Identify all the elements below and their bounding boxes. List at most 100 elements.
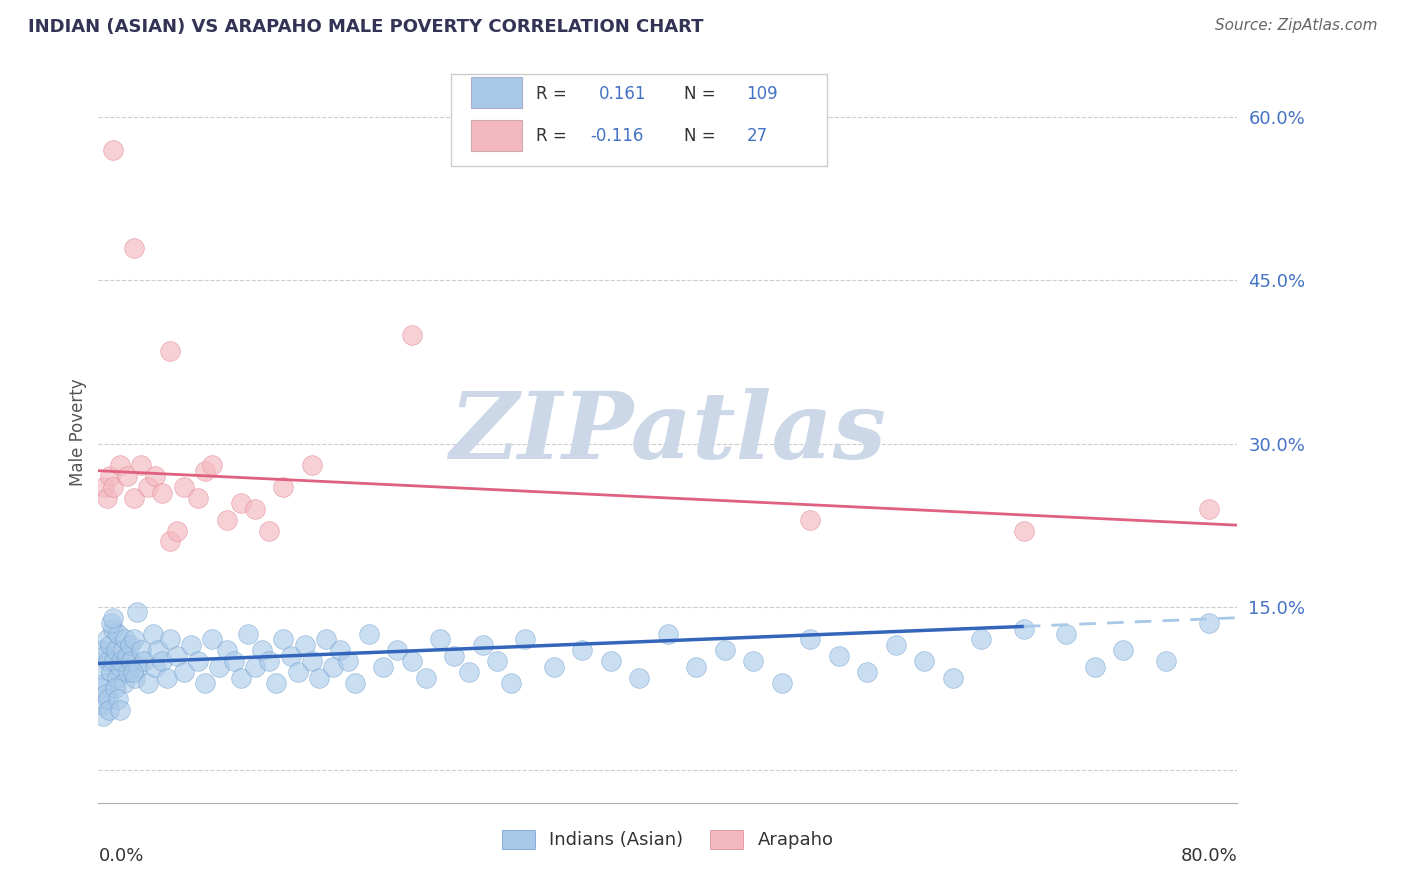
- Point: [103, 611, 125, 625]
- Point: [486, 654, 509, 668]
- Point: [1198, 616, 1220, 631]
- Point: [152, 654, 174, 668]
- Point: [600, 654, 623, 668]
- Point: [121, 665, 143, 680]
- Point: [100, 665, 122, 680]
- Point: [159, 632, 181, 647]
- Point: [97, 692, 120, 706]
- Point: [259, 524, 281, 538]
- Text: -0.116: -0.116: [591, 128, 644, 145]
- Point: [96, 687, 118, 701]
- Point: [259, 654, 281, 668]
- Point: [93, 480, 115, 494]
- Point: [114, 632, 136, 647]
- Point: [1112, 643, 1135, 657]
- Point: [97, 654, 120, 668]
- Point: [115, 648, 138, 663]
- Point: [1154, 654, 1177, 668]
- Point: [112, 676, 135, 690]
- Point: [856, 665, 879, 680]
- Point: [336, 654, 359, 668]
- Point: [443, 648, 465, 663]
- Point: [166, 648, 188, 663]
- Point: [515, 632, 537, 647]
- Point: [129, 643, 152, 657]
- Point: [571, 643, 593, 657]
- Point: [104, 681, 127, 696]
- Point: [117, 665, 139, 680]
- Point: [108, 458, 131, 473]
- Point: [912, 654, 935, 668]
- Point: [322, 659, 344, 673]
- Point: [101, 480, 124, 494]
- Point: [471, 638, 494, 652]
- Point: [215, 513, 238, 527]
- Point: [156, 671, 179, 685]
- Point: [628, 671, 651, 685]
- Point: [166, 524, 188, 538]
- Point: [100, 616, 122, 631]
- Point: [107, 627, 129, 641]
- Point: [115, 469, 138, 483]
- Point: [124, 671, 146, 685]
- FancyBboxPatch shape: [471, 120, 522, 151]
- Point: [208, 659, 231, 673]
- Point: [250, 643, 273, 657]
- Legend: Indians (Asian), Arapaho: Indians (Asian), Arapaho: [495, 823, 841, 856]
- Point: [357, 627, 380, 641]
- Point: [799, 632, 821, 647]
- Point: [657, 627, 679, 641]
- Point: [108, 659, 131, 673]
- Text: Source: ZipAtlas.com: Source: ZipAtlas.com: [1215, 18, 1378, 33]
- Point: [91, 698, 114, 712]
- Point: [129, 458, 152, 473]
- Point: [132, 654, 155, 668]
- Point: [884, 638, 907, 652]
- Point: [415, 671, 437, 685]
- Point: [148, 643, 170, 657]
- Point: [1198, 501, 1220, 516]
- Point: [90, 681, 112, 696]
- Point: [243, 659, 266, 673]
- Point: [942, 671, 965, 685]
- Point: [110, 654, 132, 668]
- Point: [387, 643, 409, 657]
- Point: [194, 464, 217, 478]
- Point: [799, 513, 821, 527]
- Point: [770, 676, 793, 690]
- Point: [685, 659, 707, 673]
- Point: [152, 485, 174, 500]
- Point: [141, 627, 163, 641]
- Point: [101, 143, 124, 157]
- Point: [194, 676, 217, 690]
- Text: 109: 109: [747, 85, 778, 103]
- Point: [401, 327, 423, 342]
- Point: [1012, 622, 1035, 636]
- Point: [90, 643, 112, 657]
- Point: [136, 676, 159, 690]
- Point: [273, 632, 295, 647]
- Point: [111, 643, 134, 657]
- Point: [215, 643, 238, 657]
- Point: [104, 643, 127, 657]
- Point: [714, 643, 737, 657]
- Point: [308, 671, 330, 685]
- Point: [125, 605, 148, 619]
- Point: [273, 480, 295, 494]
- Point: [287, 665, 309, 680]
- Point: [110, 703, 132, 717]
- Point: [91, 659, 114, 673]
- Point: [122, 491, 145, 505]
- Point: [127, 659, 149, 673]
- Text: 27: 27: [747, 128, 768, 145]
- Point: [118, 638, 141, 652]
- Point: [229, 671, 252, 685]
- Point: [301, 654, 323, 668]
- Point: [93, 708, 115, 723]
- Point: [371, 659, 394, 673]
- Point: [201, 632, 224, 647]
- Point: [136, 480, 159, 494]
- Point: [98, 638, 121, 652]
- Text: N =: N =: [683, 128, 716, 145]
- Text: 80.0%: 80.0%: [1181, 847, 1237, 865]
